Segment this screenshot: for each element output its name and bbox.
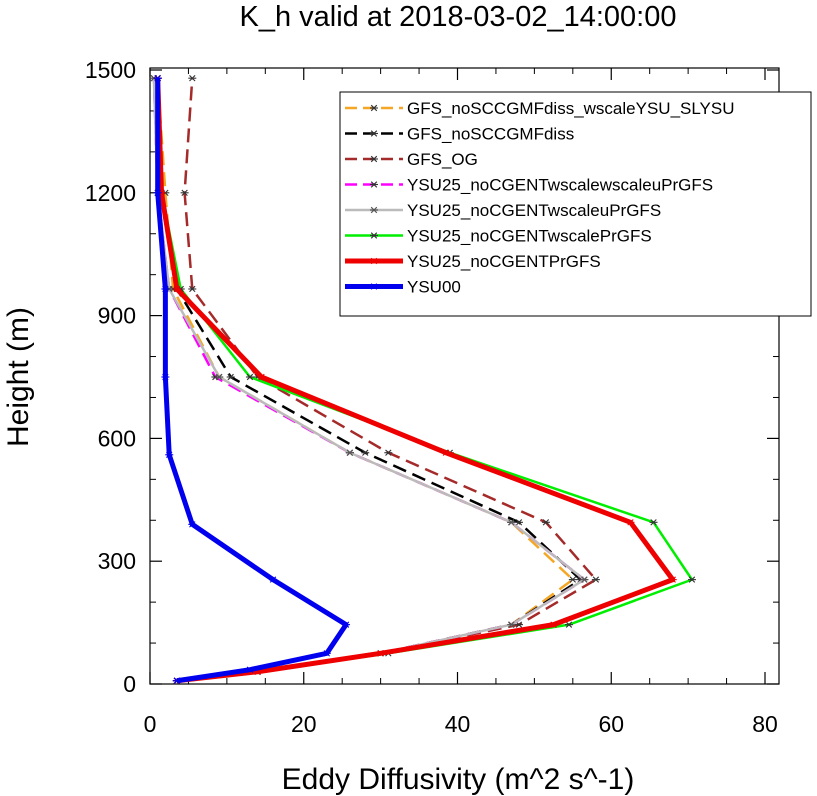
data-point: [507, 519, 516, 526]
y-tick-label: 1500: [85, 57, 136, 83]
data-point: [591, 576, 600, 583]
data-point: [172, 677, 181, 684]
series-7: [153, 74, 351, 684]
legend-label: YSU00: [407, 278, 461, 297]
data-point: [370, 104, 378, 112]
data-point: [370, 283, 378, 290]
data-point: [188, 74, 197, 82]
plot-frame: [149, 67, 780, 685]
legend-item: YSU25_noCGENTwscalePrGFS: [345, 227, 652, 246]
data-point: [370, 257, 378, 265]
data-point: [153, 189, 162, 196]
data-point: [165, 451, 174, 458]
x-axis-label: Eddy Diffusivity (m^2 s^-1): [282, 763, 635, 796]
data-point: [564, 621, 573, 628]
data-point: [269, 576, 277, 583]
data-point: [161, 285, 170, 293]
legend-item: GFS_noSCCGMFdiss_wscaleYSU_SLYSU: [345, 99, 735, 118]
legend-label: GFS_noSCCGMFdiss_wscaleYSU_SLYSU: [407, 99, 735, 118]
legend: GFS_noSCCGMFdiss_wscaleYSU_SLYSU GFS_noSC…: [339, 91, 812, 317]
data-point: [370, 206, 378, 214]
y-tick-label: 900: [98, 303, 136, 329]
data-point: [515, 519, 523, 526]
data-point: [541, 519, 550, 526]
data-point: [245, 666, 254, 673]
data-point: [515, 621, 523, 628]
legend-label: GFS_OG: [407, 150, 478, 169]
data-point: [245, 373, 254, 381]
y-axis-ticks: 0 300 600 900 1200 1500: [85, 57, 779, 697]
legend-box: [339, 91, 812, 317]
legend-label: YSU25_noCGENTwscaleuPrGFS: [407, 201, 661, 220]
data-point: [188, 285, 197, 293]
data-point: [345, 449, 354, 456]
legend-label: YSU25_noCGENTPrGFS: [407, 252, 601, 271]
data-point: [626, 519, 635, 526]
data-point: [376, 650, 385, 657]
x-tick-label: 0: [144, 711, 157, 737]
data-point: [322, 650, 331, 657]
y-tick-label: 600: [98, 425, 136, 451]
data-point: [549, 621, 558, 628]
legend-item: GFS_OG: [345, 150, 478, 169]
data-point: [342, 621, 351, 628]
y-axis-label: Height (m): [2, 307, 35, 447]
legend-item: YSU25_noCGENTPrGFS: [345, 252, 601, 271]
x-tick-label: 80: [752, 711, 778, 737]
series-layer: [149, 74, 696, 684]
data-point: [668, 576, 677, 583]
y-tick-label: 300: [98, 548, 136, 574]
data-point: [361, 449, 370, 456]
legend-label: YSU25_noCGENTwscalewscaleuPrGFS: [407, 176, 713, 195]
x-tick-label: 60: [598, 711, 624, 737]
data-point: [257, 373, 266, 381]
data-point: [507, 621, 516, 628]
plot-area: [149, 67, 780, 685]
chart-title: K_h valid at 2018-03-02_14:00:00: [240, 1, 677, 33]
legend-label: GFS_noSCCGMFdiss: [407, 125, 574, 144]
legend-item: GFS_noSCCGMFdiss: [345, 125, 574, 144]
y-tick-label: 1200: [85, 180, 136, 206]
legend-item: YSU25_noCGENTwscaleuPrGFS: [345, 201, 661, 220]
data-point: [188, 521, 197, 528]
data-point: [370, 130, 378, 137]
legend-item: YSU00: [345, 278, 461, 297]
data-point: [370, 181, 378, 188]
data-point: [180, 189, 189, 196]
legend-label: YSU25_noCGENTwscalePrGFS: [407, 227, 652, 246]
data-point: [215, 373, 224, 381]
data-point: [687, 576, 696, 583]
x-tick-label: 40: [445, 711, 471, 737]
data-point: [384, 449, 393, 456]
legend-item: YSU25_noCGENTwscalewscaleuPrGFS: [345, 176, 713, 195]
data-point: [649, 519, 658, 526]
data-point: [441, 449, 450, 456]
data-point: [580, 576, 589, 583]
data-point: [226, 373, 235, 381]
data-point: [153, 74, 162, 82]
x-axis-ticks: 0 20 40 60 80: [144, 68, 778, 737]
data-point: [172, 285, 181, 293]
y-tick-label: 0: [123, 671, 136, 697]
data-point: [370, 232, 378, 239]
x-tick-label: 20: [291, 711, 317, 737]
data-point: [161, 373, 170, 381]
data-point: [568, 576, 577, 583]
data-point: [370, 155, 378, 163]
